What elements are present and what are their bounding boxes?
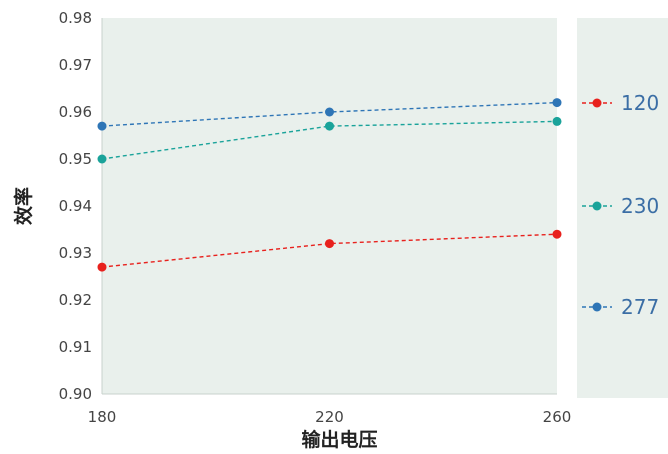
- legend-entry-277: 277: [582, 295, 659, 319]
- axes-group: 0.90 0.91 0.92 0.93 0.94 0.95 0.96 0.97 0.98 180 2…: [59, 9, 572, 426]
- legend-marker: [592, 201, 602, 211]
- x-tick-label: 260: [543, 408, 572, 426]
- y-tick-label: 0.95: [59, 150, 92, 168]
- series-120: [97, 229, 562, 272]
- data-point: [552, 98, 562, 108]
- legend-label: 230: [621, 194, 659, 218]
- data-point: [325, 107, 334, 117]
- series-230: [97, 116, 562, 164]
- y-tick-label: 0.96: [59, 103, 92, 121]
- legend-marker: [592, 98, 602, 108]
- series-277: [97, 98, 562, 131]
- y-tick-label: 0.94: [59, 197, 92, 215]
- y-tick-label: 0.98: [59, 9, 92, 27]
- data-point: [325, 239, 334, 249]
- y-tick-label: 0.93: [59, 244, 92, 262]
- data-point: [325, 121, 334, 131]
- legend-box: [577, 18, 668, 398]
- legend-label: 120: [621, 91, 659, 115]
- plot-area: [102, 18, 557, 394]
- legend-group: 120 230 277: [582, 91, 659, 319]
- data-point: [552, 229, 562, 239]
- legend-marker: [592, 302, 602, 312]
- legend-entry-230: 230: [582, 194, 659, 218]
- data-point: [97, 154, 107, 164]
- x-tick-label: 180: [88, 408, 117, 426]
- data-point: [552, 116, 562, 126]
- y-tick-label: 0.90: [59, 385, 92, 403]
- x-axis-title: 输出电压: [301, 428, 377, 451]
- y-tick-label: 0.97: [59, 56, 92, 74]
- series-line: [101, 233, 558, 268]
- y-axis-title: 效率: [12, 187, 35, 225]
- data-point: [97, 121, 107, 131]
- y-tick-label: 0.92: [59, 291, 92, 309]
- legend-label: 277: [621, 295, 659, 319]
- series-group: [97, 98, 562, 272]
- legend-entry-120: 120: [582, 91, 659, 115]
- data-point: [97, 262, 107, 272]
- series-line: [101, 120, 558, 160]
- x-tick-label: 220: [315, 408, 344, 426]
- y-tick-label: 0.91: [59, 338, 92, 356]
